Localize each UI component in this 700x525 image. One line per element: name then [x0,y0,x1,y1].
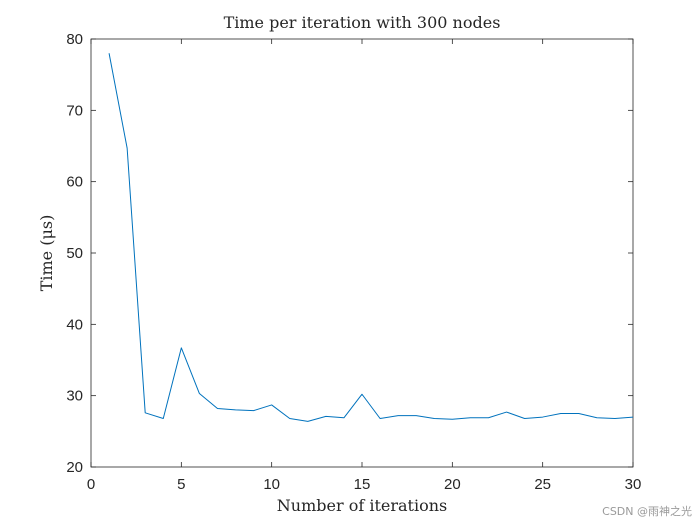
y-tick-label-6: 80 [66,31,83,48]
series-line-0 [108,53,634,422]
plot-area: 0 5 10 15 20 25 30 20 30 40 50 60 70 80 [66,31,641,493]
y-axis-label: Time (μs) [37,215,56,292]
axes-box [90,38,634,468]
y-tick-label-4: 60 [66,174,83,191]
x-axis-label: Number of iterations [277,496,447,515]
y-tick-label-3: 50 [66,245,83,262]
x-tick-label-3: 15 [354,476,371,493]
x-tick-label-2: 10 [263,476,280,493]
y-tick-label-5: 70 [66,102,83,119]
x-tick-label-1: 5 [177,476,185,493]
watermark-text: CSDN @雨神之光 [602,504,692,518]
x-tick-label-4: 20 [444,476,461,493]
x-tick-label-6: 30 [625,476,642,493]
y-tick-label-1: 30 [66,388,83,405]
chart-title: Time per iteration with 300 nodes [224,13,501,32]
y-tick-label-0: 20 [66,459,83,476]
x-tick-label-5: 25 [534,476,551,493]
x-tick-label-0: 0 [87,476,95,493]
y-tick-label-2: 40 [66,316,83,333]
